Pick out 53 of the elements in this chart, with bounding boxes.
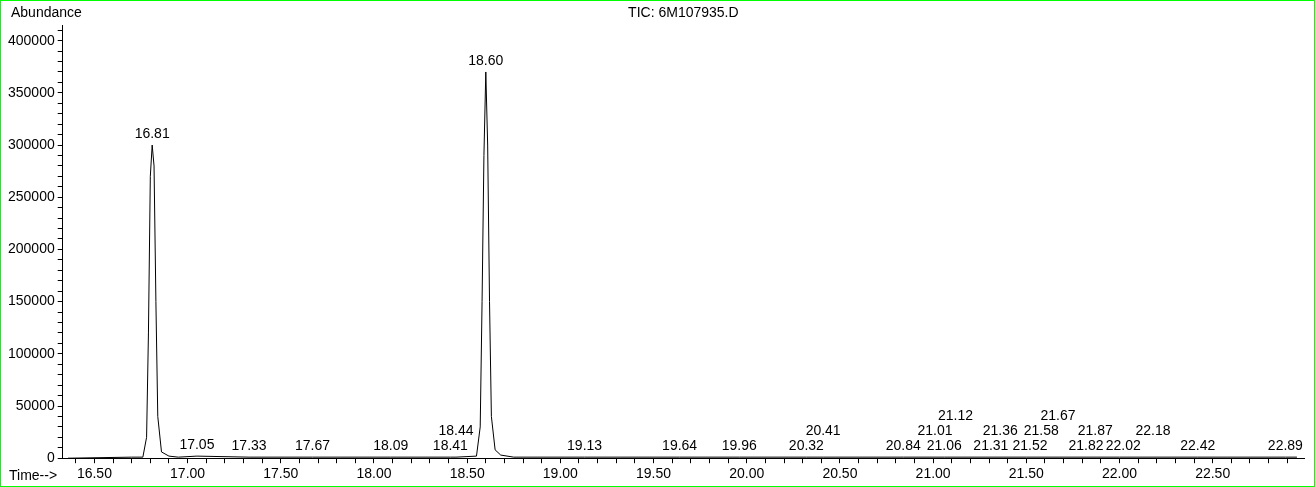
annotation: 17.33 — [231, 437, 267, 454]
y-tick-label: 400000 — [8, 31, 55, 48]
annotation: 18.44 — [438, 422, 474, 439]
annotation: 21.87 — [1077, 422, 1113, 439]
x-tick-label: 16.50 — [76, 465, 113, 482]
annotation: 19.64 — [662, 437, 698, 454]
annotation: 20.41 — [805, 422, 841, 439]
y-axis-title: Abundance — [11, 4, 83, 20]
x-tick-label: 17.50 — [263, 465, 299, 482]
x-tick-label: 18.00 — [356, 465, 392, 482]
annotation: 21.06 — [926, 437, 963, 454]
annotation: 22.89 — [1267, 437, 1304, 454]
annotation: 22.42 — [1180, 437, 1216, 454]
y-tick-label: 0 — [46, 449, 55, 466]
x-tick-label: 19.50 — [636, 465, 672, 482]
y-tick-label: 350000 — [8, 83, 55, 100]
annotation: 17.05 — [179, 436, 215, 453]
annotation: 19.13 — [567, 437, 603, 454]
annotation: 21.31 — [973, 437, 1009, 454]
annotation: 22.18 — [1135, 422, 1171, 439]
y-tick-label: 100000 — [8, 344, 55, 361]
annotation: 18.09 — [373, 437, 409, 454]
annotation: 21.12 — [937, 407, 974, 424]
y-tick-label: 250000 — [8, 188, 55, 205]
x-tick-label: 20.50 — [822, 465, 858, 482]
x-tick-label: 20.00 — [729, 465, 765, 482]
x-tick-label: 19.00 — [542, 465, 579, 482]
annotation: 21.01 — [917, 422, 953, 439]
annotation: 18.60 — [468, 51, 504, 68]
x-axis-title: Time--> — [9, 467, 58, 483]
annotation: 16.81 — [134, 125, 170, 142]
y-tick-label: 50000 — [15, 396, 55, 413]
x-tick-label: 21.00 — [915, 465, 951, 482]
chart-title: TIC: 6M107935.D — [628, 4, 739, 20]
annotation: 21.58 — [1023, 422, 1059, 439]
x-tick-label: 21.50 — [1008, 465, 1045, 482]
y-tick-label: 200000 — [8, 240, 55, 257]
x-tick-label: 17.00 — [170, 465, 206, 482]
x-tick-label: 18.50 — [449, 465, 485, 482]
x-tick-label: 22.50 — [1195, 465, 1231, 482]
annotation: 18.41 — [432, 437, 469, 454]
annotation: 21.52 — [1012, 437, 1048, 454]
annotation: 19.96 — [721, 437, 757, 454]
annotation: 22.02 — [1105, 437, 1141, 454]
x-tick-label: 22.00 — [1101, 465, 1138, 482]
annotation: 20.84 — [885, 437, 922, 454]
annotation: 21.82 — [1068, 437, 1104, 454]
annotation: 17.67 — [294, 437, 331, 454]
y-tick-label: 150000 — [8, 292, 55, 309]
annotation: 21.67 — [1040, 407, 1076, 424]
annotation: 21.36 — [982, 422, 1018, 439]
y-tick-label: 300000 — [8, 135, 55, 152]
annotation: 20.32 — [788, 437, 825, 454]
